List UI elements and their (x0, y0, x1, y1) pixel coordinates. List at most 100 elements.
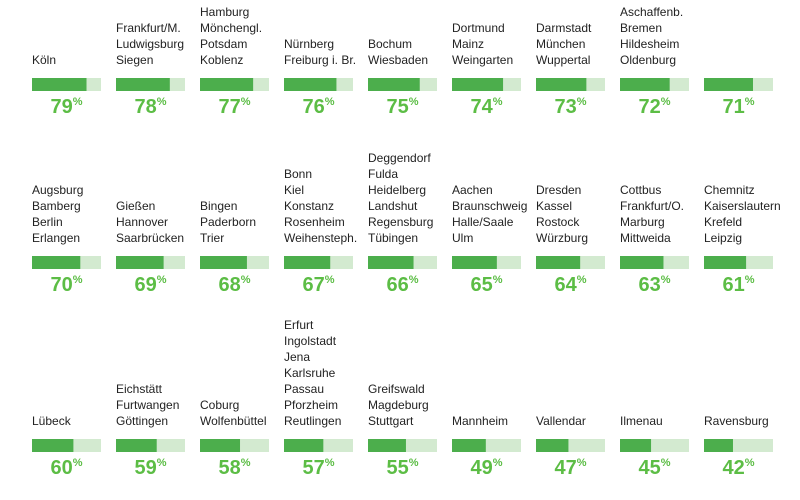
bar (368, 439, 406, 452)
cell: Augsburg Bamberg Berlin Erlangen 70% (32, 183, 101, 296)
cell: Ilmenau 45% (620, 414, 689, 479)
city-label: Bonn (284, 167, 312, 181)
value-label: 65% (470, 274, 502, 296)
value-unit: % (493, 96, 503, 108)
value-unit: % (73, 457, 83, 469)
bar (200, 78, 254, 91)
cell: Dresden Kassel Rostock Würzburg 64% (536, 183, 605, 296)
city-label: Krefeld (704, 215, 742, 229)
city-label: Koblenz (200, 53, 243, 67)
value-unit: % (241, 96, 251, 108)
city-label: Kaiserslautern (704, 199, 781, 213)
value-number: 64 (554, 274, 577, 296)
city-label: Essen (200, 0, 233, 3)
city-label: Berlin (32, 215, 63, 229)
value-number: 70 (50, 274, 72, 296)
bar (452, 78, 504, 91)
value-label: 64% (554, 274, 586, 296)
value-number: 65 (470, 274, 492, 296)
city-label: Bingen (200, 199, 237, 213)
cell: Deggendorf Fulda Heidelberg Landshut Regensb… (368, 151, 437, 296)
city-label: Vallendar (536, 414, 586, 428)
city-label: Augsburg (32, 183, 83, 197)
cell: Vallendar 47% (536, 414, 605, 479)
cell: 71% (704, 78, 773, 118)
value-label: 55% (386, 457, 418, 479)
city-label: Marburg (620, 215, 665, 229)
city-label: Eichstätt (116, 382, 163, 396)
value-label: 69% (134, 274, 166, 296)
city-label: Erlangen (32, 231, 80, 245)
cell: Nürnberg Freiburg i. Br. 76% (284, 37, 356, 118)
cell: Bonn Kiel Konstanz Rosenheim Weihensteph. 67% (284, 167, 357, 296)
cell: Bingen Paderborn Trier 68% (200, 199, 269, 296)
value-unit: % (745, 96, 755, 108)
city-label: Regensburg (368, 215, 433, 229)
cell: Aachen Braunschweig Halle/Saale Ulm 65% (452, 183, 527, 296)
city-label: Reutlingen (284, 414, 341, 428)
value-unit: % (661, 457, 671, 469)
city-label: Kiel (284, 183, 304, 197)
city-label: Oldenburg (620, 53, 676, 67)
city-label: Landshut (368, 199, 418, 213)
value-number: 42 (722, 457, 744, 479)
value-unit: % (325, 96, 335, 108)
city-label: Greifswald (368, 382, 425, 396)
cell: Bochum Wiesbaden 75% (368, 37, 437, 118)
value-label: 58% (218, 457, 250, 479)
city-label: Darmstadt (536, 21, 592, 35)
city-label: Konstanz (284, 199, 334, 213)
city-label: Köln (32, 53, 56, 67)
value-unit: % (325, 457, 335, 469)
city-label: Wiesbaden (368, 53, 428, 67)
value-label: 73% (554, 96, 586, 118)
value-unit: % (241, 457, 251, 469)
value-number: 76 (302, 96, 324, 118)
cell: Frankfurt/M. Ludwigsburg Siegen 78% (116, 21, 185, 118)
city-label: Weihensteph. (284, 231, 357, 245)
value-label: 66% (386, 274, 418, 296)
city-label: Furtwangen (116, 398, 179, 412)
value-number: 74 (470, 96, 493, 118)
value-unit: % (73, 274, 83, 286)
city-label: Hannover (116, 215, 168, 229)
city-label: Mainz (452, 37, 484, 51)
bar (704, 439, 733, 452)
bar (452, 439, 486, 452)
cell: Essen Hamburg Mönchengl. Potsdam Koblenz 77% (200, 0, 269, 118)
value-label: 75% (386, 96, 418, 118)
value-number: 45 (638, 457, 660, 479)
bar (452, 256, 497, 269)
value-unit: % (157, 96, 167, 108)
value-label: 72% (638, 96, 670, 118)
bar (116, 256, 164, 269)
city-label: Leipzig (704, 231, 742, 245)
bar (284, 439, 324, 452)
value-number: 47 (554, 457, 576, 479)
city-label: Freiburg i. Br. (284, 53, 356, 67)
value-number: 57 (302, 457, 324, 479)
value-number: 73 (554, 96, 576, 118)
cell: Darmstadt München Wuppertal 73% (536, 21, 605, 118)
city-label: Tübingen (368, 231, 418, 245)
value-label: 67% (302, 274, 334, 296)
city-label: Hildesheim (620, 37, 679, 51)
city-label: Mittweida (620, 231, 671, 245)
bar (620, 256, 664, 269)
value-unit: % (577, 96, 587, 108)
value-label: 78% (134, 96, 166, 118)
city-label: Trier (200, 231, 224, 245)
value-unit: % (73, 96, 83, 108)
value-unit: % (493, 274, 503, 286)
value-number: 59 (134, 457, 156, 479)
city-label: Mönchengl. (200, 21, 262, 35)
value-unit: % (157, 274, 167, 286)
cell: Greifswald Magdeburg Stuttgart 55% (368, 382, 437, 479)
city-label: Frankfurt/M. (116, 21, 181, 35)
value-label: 47% (554, 457, 586, 479)
city-label: Braunschweig (452, 199, 527, 213)
cell: Coburg Wolfenbüttel 58% (200, 398, 269, 479)
bar (200, 256, 247, 269)
value-label: 77% (218, 96, 250, 118)
value-unit: % (577, 457, 587, 469)
